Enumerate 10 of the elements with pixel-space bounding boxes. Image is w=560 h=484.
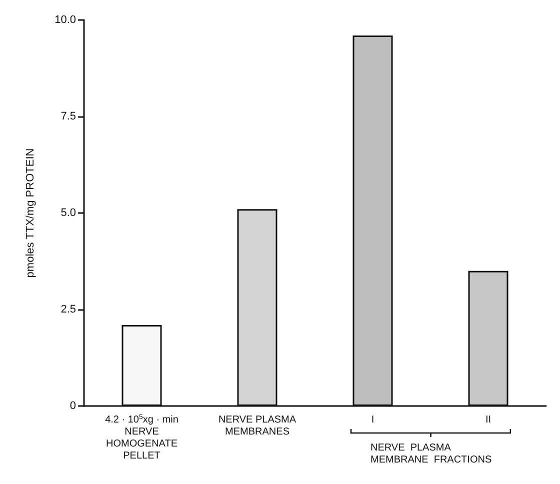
x-tick-label: II (485, 414, 492, 426)
x-tick-label: NERVE PLASMA MEMBRANES (218, 414, 296, 438)
x-tick-label: I (371, 414, 374, 426)
y-tick-label: 7.5 (60, 110, 76, 122)
y-tick-label: 10.0 (54, 14, 76, 26)
text: NERVE PLASMA MEMBRANE FRACTIONS (370, 442, 492, 466)
y-tick-label: 0 (70, 400, 76, 412)
y-axis-title: pmoles TTX/mg PROTEIN (24, 148, 36, 278)
y-tick-label: 2.5 (60, 304, 76, 316)
y-tick-label: 5.0 (60, 207, 76, 219)
